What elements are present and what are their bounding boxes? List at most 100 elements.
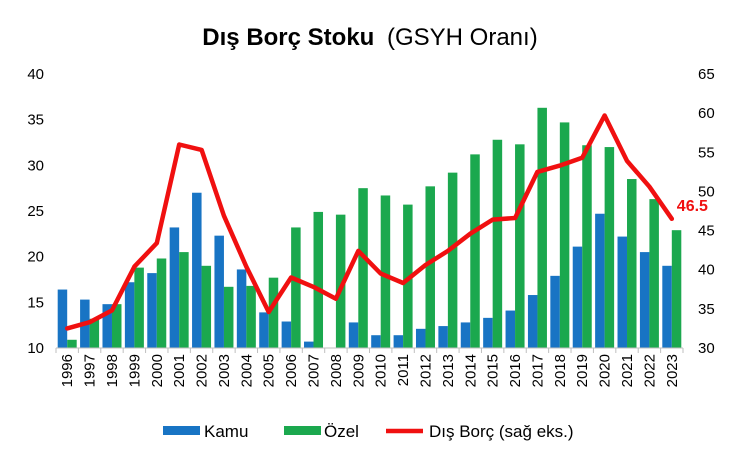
line-group <box>64 113 675 331</box>
x-tick-label: 2003 <box>216 354 233 387</box>
x-tick-label: 2016 <box>507 354 524 387</box>
bar-ozel-2001 <box>179 252 189 348</box>
bar-kamu-2010 <box>371 335 381 348</box>
x-tick-label: 2008 <box>328 354 345 387</box>
x-tick-label: 2000 <box>149 354 166 387</box>
x-tick-label: 2023 <box>664 354 681 387</box>
chart-title: Dış Borç Stoku (GSYH Oranı) <box>202 24 537 51</box>
y-left-tick-label: 20 <box>27 249 44 266</box>
bar-kamu-1999 <box>124 282 135 348</box>
bar-ozel-2023 <box>671 230 682 348</box>
x-tick-label: 2014 <box>462 354 479 387</box>
right-y-axis: 30 35 40 45 50 55 60 65 <box>698 66 715 357</box>
bar-kamu-2007 <box>304 341 314 348</box>
bar-kamu-2018 <box>550 275 560 348</box>
y-left-tick-label: 30 <box>27 157 44 174</box>
x-tick-label: 2019 <box>574 354 591 387</box>
bar-kamu-2011 <box>393 335 404 348</box>
bar-ozel-2011 <box>403 204 413 348</box>
bar-ozel-2006 <box>291 227 301 348</box>
bar-kamu-2005 <box>259 312 269 348</box>
bar-kamu-2000 <box>147 273 157 348</box>
legend-label-kamu: Kamu <box>204 422 248 441</box>
left-y-axis: 10 15 20 25 30 35 40 <box>27 66 44 357</box>
bar-ozel-2010 <box>380 195 391 348</box>
bar-kamu-2015 <box>483 317 493 348</box>
legend-label-dis-borc: Dış Borç (sağ eks.) <box>429 422 574 441</box>
bar-kamu-2014 <box>460 322 471 348</box>
x-tick-label: 2005 <box>261 354 278 387</box>
chart-title-main: Dış Borç Stoku <box>202 24 374 51</box>
bar-ozel-2005 <box>268 277 279 348</box>
bar-kamu-2020 <box>595 213 605 348</box>
bars-group <box>57 107 682 348</box>
x-tick-label: 2001 <box>171 354 188 387</box>
bar-kamu-2001 <box>169 227 180 348</box>
y-right-tick-label: 50 <box>698 183 715 200</box>
x-tick-label: 1996 <box>59 354 76 387</box>
bar-kamu-2022 <box>639 252 650 348</box>
x-tick-label: 2006 <box>283 354 300 387</box>
x-tick-label: 2015 <box>485 354 502 387</box>
bar-kamu-2004 <box>236 269 247 348</box>
bar-kamu-2017 <box>527 295 538 348</box>
bar-ozel-2017 <box>537 107 547 348</box>
annotation-group: 46.5 <box>677 198 708 215</box>
legend-swatch-kamu <box>163 426 200 435</box>
bar-ozel-1997 <box>89 318 100 348</box>
bar-kamu-2023 <box>662 265 672 348</box>
y-right-tick-label: 45 <box>698 223 715 240</box>
x-tick-label: 2004 <box>238 354 255 387</box>
x-tick-label: 2022 <box>641 354 658 387</box>
bar-kamu-2012 <box>415 328 426 348</box>
y-left-tick-label: 15 <box>27 294 44 311</box>
bar-kamu-1996 <box>57 289 68 348</box>
x-tick-label: 2017 <box>529 354 546 387</box>
x-tick-label: 2002 <box>194 354 211 387</box>
legend: Kamu Özel Dış Borç (sağ eks.) <box>163 422 574 441</box>
y-right-tick-label: 40 <box>698 262 715 279</box>
y-left-tick-label: 10 <box>27 340 44 357</box>
bar-ozel-2018 <box>559 122 570 348</box>
bar-ozel-2009 <box>358 188 368 348</box>
y-left-tick-label: 25 <box>27 203 44 220</box>
y-left-tick-label: 40 <box>27 66 44 83</box>
bar-kamu-1998 <box>102 304 112 348</box>
x-tick-label: 2012 <box>417 354 434 387</box>
y-right-tick-label: 65 <box>698 66 715 83</box>
bar-kamu-2019 <box>572 246 583 348</box>
bar-ozel-2019 <box>582 145 592 348</box>
x-tick-label: 2011 <box>395 354 412 386</box>
bar-ozel-2003 <box>223 286 234 348</box>
bar-ozel-2021 <box>627 179 637 348</box>
bar-ozel-2012 <box>425 186 435 348</box>
y-right-tick-label: 35 <box>698 301 715 318</box>
x-tick-label: 2010 <box>373 354 390 387</box>
bar-ozel-1996 <box>67 339 77 348</box>
legend-label-ozel: Özel <box>324 422 359 441</box>
bar-ozel-2014 <box>470 154 480 348</box>
bar-kamu-2013 <box>438 326 448 348</box>
bar-kamu-2003 <box>214 235 224 348</box>
x-tick-label: 2020 <box>597 354 614 387</box>
y-left-tick-label: 35 <box>27 112 44 129</box>
bar-ozel-2004 <box>246 285 256 348</box>
legend-swatch-ozel <box>284 426 321 435</box>
bar-ozel-1998 <box>111 304 122 348</box>
x-tick-label: 2009 <box>350 354 367 387</box>
bar-ozel-2016 <box>515 144 525 348</box>
x-tick-label: 2007 <box>306 354 323 387</box>
bar-ozel-2015 <box>492 139 503 348</box>
bar-ozel-2002 <box>201 265 212 348</box>
bar-ozel-2022 <box>649 199 659 348</box>
y-right-tick-label: 55 <box>698 144 715 161</box>
line-dis-borc <box>64 113 675 331</box>
bar-ozel-2000 <box>156 258 167 348</box>
bar-ozel-2013 <box>447 172 458 348</box>
bar-ozel-2020 <box>604 147 615 348</box>
bar-ozel-2007 <box>313 211 324 348</box>
bar-ozel-1999 <box>134 267 144 348</box>
x-tick-label: 1999 <box>126 354 143 387</box>
